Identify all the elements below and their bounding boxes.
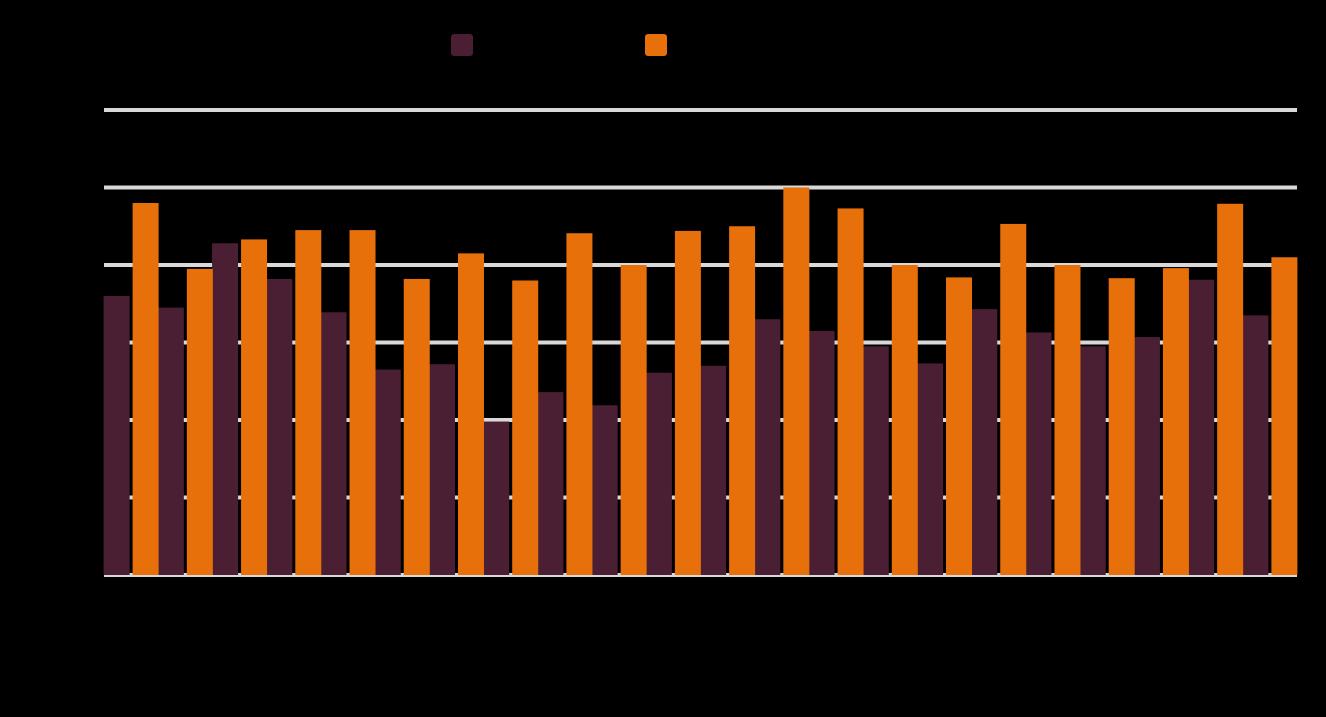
bar-series2-2 bbox=[186, 268, 213, 575]
bar-series2-7 bbox=[457, 253, 484, 575]
bar-series2-10 bbox=[620, 265, 647, 575]
bars bbox=[103, 187, 1298, 576]
bar-series2-8 bbox=[512, 280, 539, 575]
bar-series1-8 bbox=[483, 421, 510, 575]
bar-series1-4 bbox=[266, 278, 293, 575]
bar-series1-5 bbox=[320, 312, 347, 575]
bar-series1-6 bbox=[374, 369, 401, 575]
bar-series1-16 bbox=[917, 363, 944, 575]
bar-series2-4 bbox=[295, 230, 322, 575]
bar-series1-10 bbox=[591, 405, 618, 575]
bar-series1-21 bbox=[1188, 279, 1215, 575]
bar-series2-17 bbox=[1000, 223, 1027, 576]
bar-series1-9 bbox=[537, 392, 564, 575]
bar-series1-3 bbox=[212, 243, 239, 576]
bar-series2-22 bbox=[1271, 257, 1298, 575]
bar-series1-20 bbox=[1133, 337, 1160, 575]
bar-series2-18 bbox=[1054, 265, 1081, 575]
bar-series2-13 bbox=[783, 187, 810, 575]
bar-series1-18 bbox=[1025, 332, 1052, 575]
bar-series1-12 bbox=[700, 365, 727, 575]
legend-swatch-series2 bbox=[645, 34, 667, 56]
bar-series1-19 bbox=[1079, 346, 1106, 575]
bar-series2-6 bbox=[403, 278, 430, 575]
bar-series2-9 bbox=[566, 233, 593, 575]
bar-series2-14 bbox=[837, 208, 864, 576]
bar-series1-11 bbox=[645, 372, 672, 575]
legend-swatch-series1 bbox=[451, 34, 473, 56]
bar-series2-3 bbox=[241, 239, 268, 576]
bar-series2-12 bbox=[729, 226, 756, 575]
bar-series2-15 bbox=[891, 265, 918, 575]
bar-series2-5 bbox=[349, 230, 376, 575]
bar-series1-15 bbox=[862, 346, 889, 575]
bar-series2-1 bbox=[132, 203, 159, 575]
bar-series2-16 bbox=[946, 277, 973, 575]
bar-series1-7 bbox=[428, 364, 455, 575]
bar-series2-21 bbox=[1217, 203, 1244, 575]
bar-series1-13 bbox=[754, 319, 781, 575]
bar-series1-2 bbox=[157, 307, 184, 575]
bar-series2-19 bbox=[1108, 278, 1135, 575]
bar-series1-17 bbox=[971, 309, 998, 575]
bar-series1-1 bbox=[103, 296, 130, 575]
bar-series1-22 bbox=[1242, 315, 1269, 575]
bar-series2-20 bbox=[1162, 268, 1189, 575]
legend bbox=[451, 34, 667, 56]
bar-series2-11 bbox=[674, 230, 701, 575]
bar-series1-14 bbox=[808, 330, 835, 575]
